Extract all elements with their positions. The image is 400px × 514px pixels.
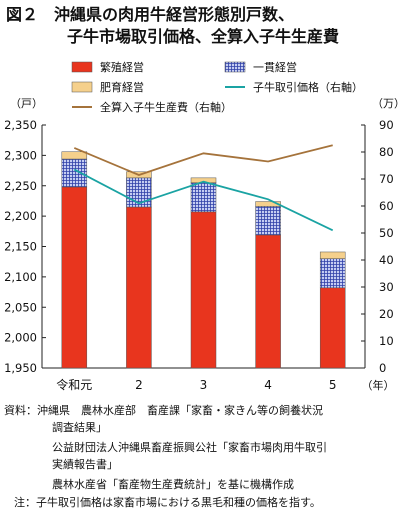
bar-integrated	[319, 258, 346, 289]
right-tick-label: 30	[379, 280, 394, 294]
right-tick-label: 10	[379, 334, 394, 348]
bar-integrated	[61, 158, 88, 188]
right-tick-label: 90	[379, 118, 394, 132]
source-line-4: 実績報告書」	[52, 458, 118, 471]
x-tick-label: 3	[200, 378, 208, 392]
right-tick-label: 80	[379, 145, 394, 159]
x-tick-label: 5	[329, 378, 337, 392]
source-line-5: 農林水産省「畜産物生産費統計」を基に機構作成	[52, 478, 294, 491]
source-line-1: 資料：沖縄県 農林水産部 畜産課「家畜・家きん等の飼養状況	[4, 404, 323, 417]
source-note: 注：子牛取引価格は家畜市場における黒毛和種の価格を指す。	[14, 496, 321, 509]
bar-fattening	[319, 251, 346, 259]
bar-breeding	[61, 186, 88, 369]
left-tick-label: 2,350	[4, 118, 37, 132]
right-tick-label: 40	[379, 253, 394, 267]
legend-label-calf-price: 子牛取引価格（右軸）	[253, 80, 363, 94]
left-tick-label: 2,250	[4, 179, 37, 193]
bar-integrated	[126, 177, 152, 208]
left-tick-label: 2,100	[4, 270, 37, 284]
legend-swatch-integrated	[224, 61, 246, 73]
bar-integrated	[255, 206, 281, 236]
left-tick-label: 1,950	[4, 361, 37, 375]
bar-breeding	[190, 211, 217, 369]
left-tick-label: 2,200	[4, 209, 37, 223]
production-cost-line	[73, 144, 333, 176]
bar-integrated	[190, 182, 217, 213]
x-axis-unit: （年）	[362, 378, 395, 392]
title-line-1: 図２ 沖縄県の肉用牛経営形態別戸数、	[6, 5, 295, 24]
bar-breeding	[126, 206, 152, 369]
right-tick-label: 20	[379, 307, 394, 321]
legend-label-integrated: 一貫経営	[253, 60, 297, 74]
right-axis-unit: （万）	[372, 97, 400, 110]
calf-price-line	[73, 168, 334, 232]
x-tick-label: 2	[135, 378, 143, 392]
legend-swatch-fattening	[71, 81, 93, 93]
bar-fattening	[255, 201, 281, 207]
bar-breeding	[255, 234, 281, 369]
left-axis-unit: （戸）	[10, 97, 43, 110]
legend-label-fattening: 肥育経営	[100, 80, 144, 94]
source-line-2: 調査結果」	[52, 421, 107, 434]
bar-breeding	[319, 287, 346, 369]
legend-label-breeding: 繁殖経営	[100, 60, 144, 74]
source-line-3: 公益財団法人沖縄県畜産振興公社「家畜市場肉用牛取引	[52, 441, 327, 454]
x-tick-label: 令和元	[56, 377, 92, 392]
bar-fattening	[61, 151, 88, 160]
plot-area: 1,950 2,000 2,050 2,100 2,150 2,200 2,250 2,300…	[4, 97, 400, 392]
legend-swatch-breeding	[71, 61, 93, 73]
right-tick-label: 60	[379, 199, 394, 213]
left-tick-label: 2,150	[4, 240, 37, 254]
bar-fattening	[190, 177, 217, 183]
legend-label-production-cost: 全算入子牛生産費（右軸）	[100, 100, 232, 114]
left-tick-label: 2,300	[4, 148, 37, 162]
right-tick-label: 70	[379, 172, 394, 186]
right-tick-label: 0	[379, 361, 386, 375]
left-tick-label: 2,000	[4, 331, 37, 345]
right-tick-label: 50	[379, 226, 394, 240]
left-tick-label: 2,050	[4, 300, 37, 314]
x-tick-label: 4	[264, 378, 272, 392]
title-line-2: 子牛市場取引価格、全算入子牛生産費	[67, 27, 340, 46]
